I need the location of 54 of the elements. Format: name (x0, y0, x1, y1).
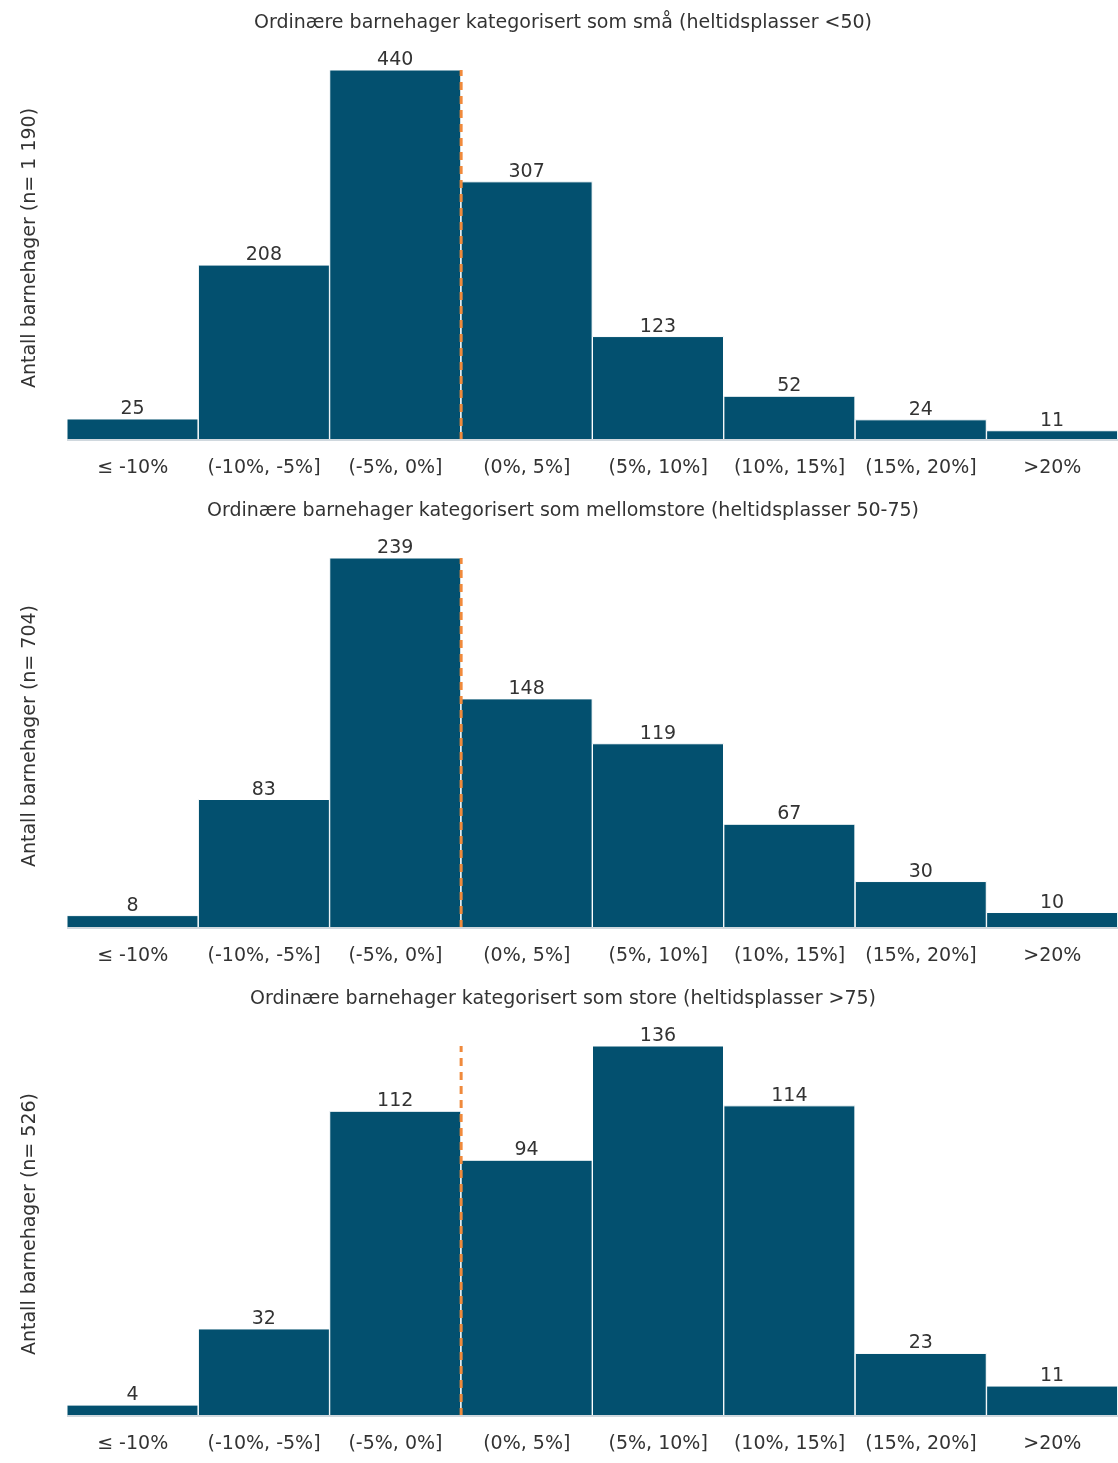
data-label: 94 (514, 1137, 539, 1160)
x-tick-label: (-10%, -5%] (207, 455, 321, 478)
x-tick-label: ≤ -10% (97, 455, 169, 478)
chart-title: Ordinære barnehager kategorisert som små (heltidsplasser <50) (253, 9, 873, 34)
x-tick-label: ≤ -10% (97, 1431, 169, 1454)
x-tick-label: (10%, 15%] (733, 455, 846, 478)
x-tick-label: (10%, 15%] (733, 1431, 846, 1454)
x-tick-label: ≤ -10% (97, 943, 169, 966)
data-label: 52 (777, 373, 802, 396)
data-label: 25 (120, 395, 145, 418)
x-tick-label: (0%, 5%] (483, 455, 571, 478)
data-label: 30 (908, 858, 933, 881)
data-label: 32 (251, 1305, 276, 1328)
x-tick-label: (0%, 5%] (483, 943, 571, 966)
data-label: 114 (771, 1082, 808, 1105)
x-tick-label: (-5%, 0%] (348, 943, 443, 966)
data-label: 83 (251, 776, 276, 799)
data-label: 10 (1040, 889, 1065, 912)
chart-title: Ordinære barnehager kategorisert som mellomstore (heltidsplasser 50-75) (206, 497, 920, 522)
data-label: 4 (126, 1382, 139, 1405)
data-label: 112 (377, 1088, 414, 1111)
data-label: 11 (1040, 1363, 1065, 1386)
data-label: 136 (639, 1023, 677, 1045)
data-label: 119 (639, 720, 677, 743)
data-label: 67 (777, 801, 802, 824)
x-tick-label: (-5%, 0%] (348, 455, 443, 478)
x-tick-label: (10%, 15%] (733, 943, 846, 966)
y-axis-title: Antall barnehager (n= 704) (17, 604, 39, 868)
x-tick-label: (15%, 20%] (865, 1431, 977, 1454)
x-tick-label: (0%, 5%] (483, 1431, 571, 1454)
x-tick-label: >20% (1023, 1431, 1082, 1454)
x-tick-label: (-5%, 0%] (348, 1431, 443, 1454)
data-label: 8 (126, 892, 139, 915)
x-tick-label: (-10%, -5%] (207, 943, 321, 966)
data-label: 123 (639, 313, 677, 336)
data-label: 148 (508, 675, 545, 698)
x-tick-label: (15%, 20%] (865, 943, 977, 966)
data-label: 307 (508, 158, 545, 181)
x-tick-label: (15%, 20%] (865, 455, 977, 478)
data-label: 11 (1040, 407, 1065, 430)
data-label: 23 (908, 1330, 933, 1353)
y-axis-title: Antall barnehager (n= 526) (17, 1092, 39, 1356)
chart-title: Ordinære barnehager kategorisert som store (heltidsplasser >75) (249, 985, 877, 1010)
x-tick-label: (-10%, -5%] (207, 1431, 321, 1454)
data-label: 208 (245, 242, 283, 265)
data-label: 24 (908, 396, 933, 419)
x-tick-label: (5%, 10%] (608, 943, 708, 966)
x-tick-label: (5%, 10%] (608, 455, 708, 478)
x-tick-label: (5%, 10%] (608, 1431, 708, 1454)
x-tick-label: >20% (1023, 943, 1082, 966)
y-axis-title: Antall barnehager (n= 1 190) (17, 107, 39, 389)
x-tick-label: >20% (1023, 455, 1082, 478)
data-label: 440 (377, 47, 414, 69)
data-label: 239 (377, 535, 414, 557)
